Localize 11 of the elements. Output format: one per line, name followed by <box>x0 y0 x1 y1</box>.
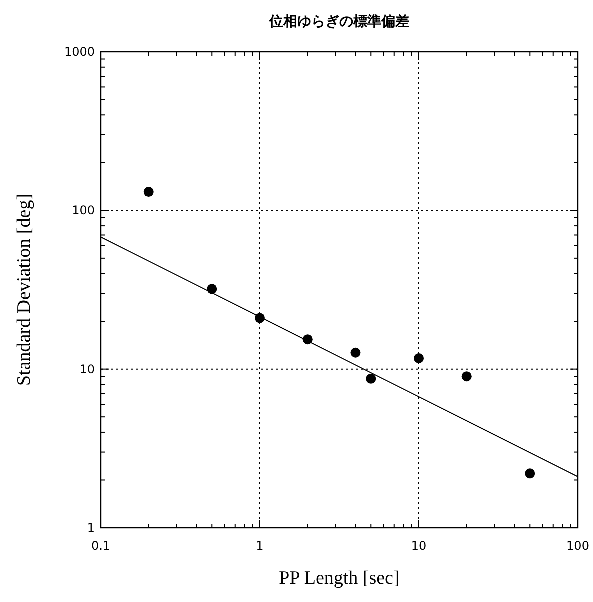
y-axis-title: Standard Deviation [deg] <box>14 194 35 386</box>
x-axis-title: PP Length [sec] <box>279 568 400 589</box>
y-tick-label: 1 <box>87 521 95 535</box>
x-tick-label: 0.1 <box>91 539 111 553</box>
y-tick-label: 1000 <box>64 45 95 59</box>
x-tick-label: 100 <box>566 539 590 553</box>
y-tick-label: 100 <box>72 204 95 218</box>
x-tick-label: 10 <box>411 539 427 553</box>
chart-title: 位相ゆらぎの標準偏差 <box>268 14 410 30</box>
y-tick-label: 10 <box>80 362 95 376</box>
x-tick-label: 1 <box>256 539 264 553</box>
